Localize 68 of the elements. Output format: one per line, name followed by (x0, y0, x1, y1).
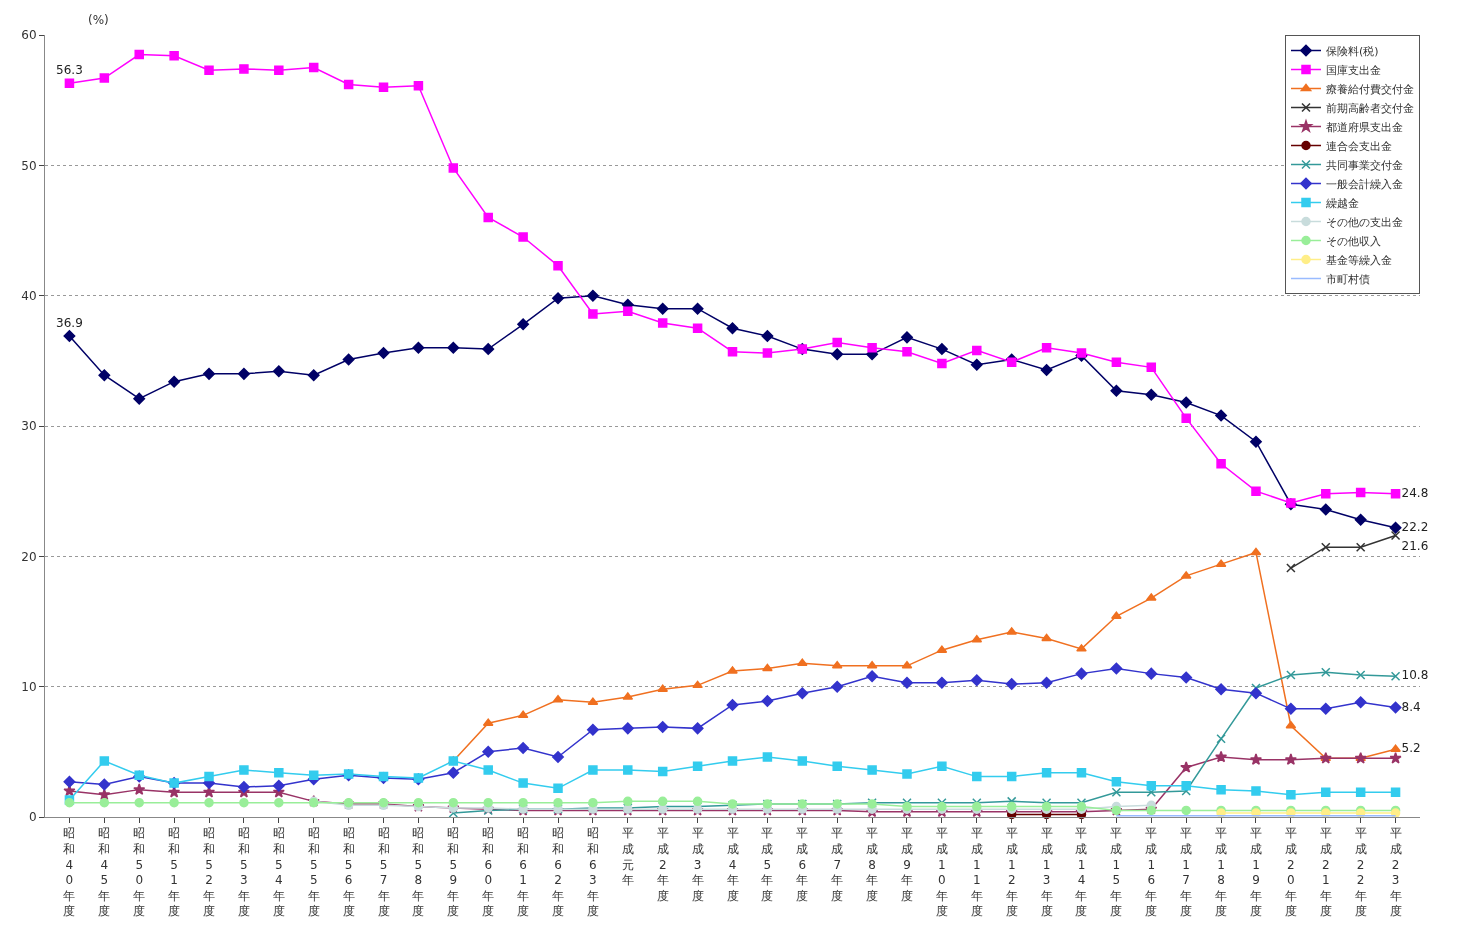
x-tick-label: 平成6年度 (796, 826, 809, 903)
y-tick-label: 0 (28, 810, 37, 825)
x-tick-label: 昭和59年度 (447, 826, 460, 919)
legend-label: 市町村債 (1326, 272, 1370, 286)
legend-label: 都道府県支出金 (1326, 120, 1403, 134)
data-label: 10.8 (1401, 668, 1429, 683)
legend-label: 国庫支出金 (1326, 63, 1381, 77)
y-axis-title: (%) (88, 13, 109, 27)
x-tick-label: 昭和63年度 (586, 826, 599, 919)
legend-label: 療養給付費交付金 (1326, 82, 1414, 96)
x-tick-label: 平成18年度 (1215, 826, 1228, 919)
data-label: 22.2 (1401, 519, 1429, 534)
legend-label: その他収入 (1326, 234, 1381, 248)
y-tick-label: 50 (21, 158, 37, 173)
legend-label: 繰越金 (1325, 196, 1359, 210)
x-tick-label: 昭和58年度 (412, 826, 425, 919)
x-tick-label: 平成3年度 (691, 826, 704, 903)
x-tick-label: 昭和40年度 (63, 826, 76, 919)
legend-label: 共同事業交付金 (1326, 158, 1403, 172)
x-tick-label: 昭和50年度 (133, 826, 146, 919)
x-tick-label: 平成5年度 (761, 826, 774, 903)
x-tick-label: 昭和54年度 (272, 826, 285, 919)
x-tick-label: 平成元年 (621, 826, 634, 888)
x-tick-label: 平成22年度 (1354, 826, 1367, 919)
x-tick-label: 平成9年度 (900, 826, 913, 903)
data-label: 24.8 (1401, 485, 1429, 500)
x-tick-label: 平成14年度 (1075, 826, 1088, 919)
y-tick-label: 30 (21, 419, 37, 434)
x-tick-label: 平成17年度 (1180, 826, 1193, 919)
legend-label: 連合会支出金 (1326, 139, 1392, 153)
x-tick-label: 平成19年度 (1249, 826, 1262, 919)
x-tick-label: 昭和55年度 (307, 826, 320, 919)
data-label: 5.2 (1401, 741, 1421, 756)
x-tick-label: 平成15年度 (1110, 826, 1123, 919)
x-tick-label: 昭和45年度 (98, 826, 111, 919)
x-tick-label: 平成11年度 (970, 826, 983, 919)
y-tick-label: 60 (21, 28, 37, 43)
x-tick-label: 昭和60年度 (482, 826, 495, 919)
data-label: 8.4 (1401, 699, 1421, 714)
y-tick-label: 20 (21, 549, 37, 564)
legend-label: 基金等繰入金 (1326, 253, 1392, 267)
x-tick-label: 平成13年度 (1040, 826, 1053, 919)
x-tick-label: 昭和52年度 (203, 826, 216, 919)
x-tick-label: 昭和51年度 (168, 826, 181, 919)
x-tick-label: 昭和53年度 (237, 826, 250, 919)
x-tick-label: 平成16年度 (1145, 826, 1158, 919)
legend-label: 前期高齢者交付金 (1326, 101, 1414, 115)
x-tick-label: 平成8年度 (866, 826, 879, 903)
x-tick-label: 昭和56年度 (342, 826, 355, 919)
x-tick-label: 平成2年度 (656, 826, 669, 903)
x-tick-label: 平成12年度 (1005, 826, 1018, 919)
legend-label: 保険料(税) (1326, 44, 1379, 58)
data-label: 56.3 (56, 63, 83, 78)
legend-label: その他の支出金 (1326, 215, 1403, 229)
data-label: 36.9 (56, 316, 83, 331)
x-tick-label: 平成10年度 (935, 826, 948, 919)
x-tick-label: 昭和61年度 (517, 826, 530, 919)
legend-label: 一般会計繰入金 (1326, 177, 1403, 191)
x-tick-label: 平成21年度 (1319, 826, 1332, 919)
x-tick-label: 平成20年度 (1284, 826, 1297, 919)
data-label: 21.6 (1401, 539, 1429, 554)
x-tick-label: 平成4年度 (726, 826, 739, 903)
x-tick-label: 平成7年度 (831, 826, 844, 903)
x-tick-label: 昭和62年度 (552, 826, 565, 919)
x-tick-label: 平成23年度 (1389, 826, 1402, 919)
x-tick-label: 昭和57年度 (377, 826, 390, 919)
y-tick-label: 10 (21, 679, 37, 694)
y-tick-label: 40 (21, 288, 37, 303)
